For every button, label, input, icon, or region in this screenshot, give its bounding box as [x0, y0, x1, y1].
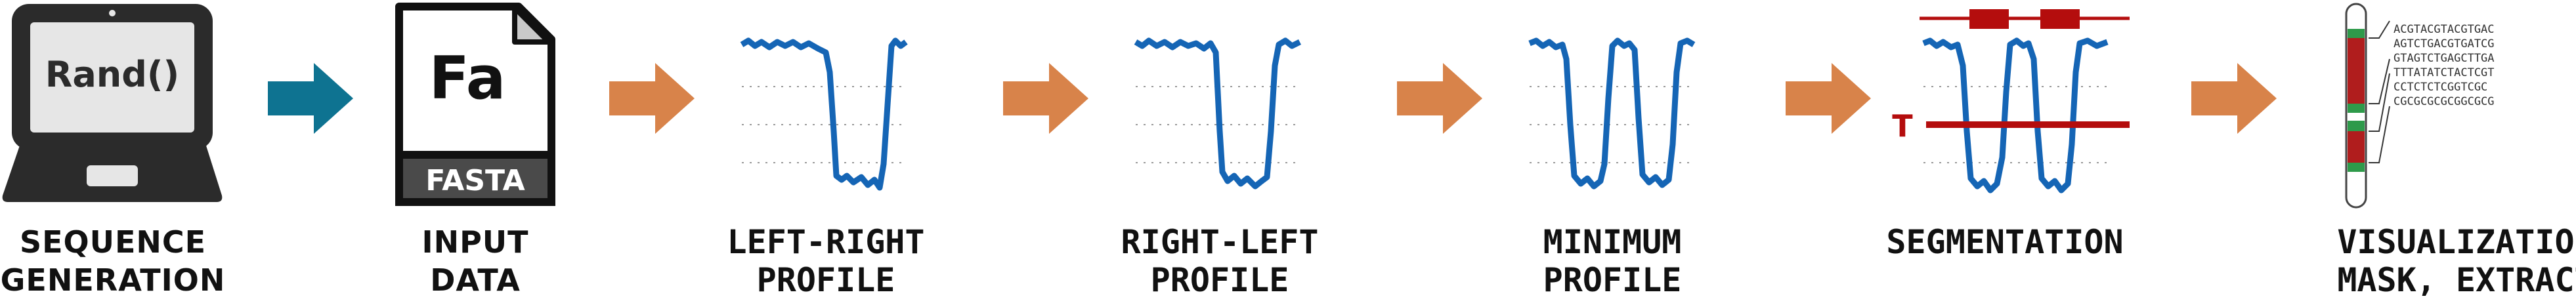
sequence-line: AGTCTGACGTGATCG: [2394, 37, 2495, 51]
segment-block: [1969, 9, 2009, 29]
caption-left-right-profile: LEFT-RIGHT PROFILE: [727, 223, 925, 299]
sequence-line: CGCGCGCGCGGCGCG: [2394, 95, 2495, 108]
caption-sequence-generation: SEQUENCE GENERATION: [0, 224, 226, 298]
fasta-label: FASTA: [425, 164, 525, 197]
chromosome-icon: ACGTACGTACGTGAC AGTCTGACGTGATCG GTAGTCTG…: [2345, 3, 2495, 209]
fasta-file-icon: Fa FASTA: [395, 3, 555, 206]
profile-line: [1528, 37, 1696, 190]
profile-line: [1134, 37, 1302, 190]
caption-visualization: VISUALIZATION MASK, EXTRACT: [2337, 223, 2576, 299]
arrow-icon: [609, 63, 695, 134]
sequence-line: CCTCTCTCGGTCGC: [2394, 81, 2487, 94]
profile-line: [1922, 37, 2109, 194]
laptop-screen-text: Rand(): [45, 54, 179, 95]
segmentation-chart: T: [1892, 9, 2130, 194]
profile-line: [740, 37, 908, 191]
laptop-icon: Rand(): [2, 4, 223, 202]
caption-segmentation: SEGMENTATION: [1886, 223, 2124, 261]
threshold-label: T: [1892, 108, 1913, 144]
file-type-text: Fa: [429, 44, 506, 113]
caption-right-left-profile: RIGHT-LEFT PROFILE: [1121, 223, 1319, 299]
caption-minimum-profile: MINIMUM PROFILE: [1543, 223, 1682, 299]
minimum-profile-chart: [1528, 37, 1696, 190]
caption-input-data: INPUT DATA: [421, 224, 529, 298]
sequence-line: ACGTACGTACGTGAC: [2394, 23, 2495, 36]
right-left-profile-chart: [1134, 37, 1302, 190]
sequence-line: GTAGTCTGAGCTTGA: [2394, 52, 2495, 65]
arrow-icon: [2191, 63, 2277, 134]
arrow-icon: [1786, 63, 1871, 134]
segment-block: [2040, 9, 2080, 29]
left-right-profile-chart: [740, 37, 908, 191]
arrow-icon: [1003, 63, 1088, 134]
arrow-icon: [268, 63, 353, 134]
arrow-icon: [1397, 63, 1482, 134]
sequence-line: TTTATATCTACTCGT: [2394, 66, 2495, 79]
